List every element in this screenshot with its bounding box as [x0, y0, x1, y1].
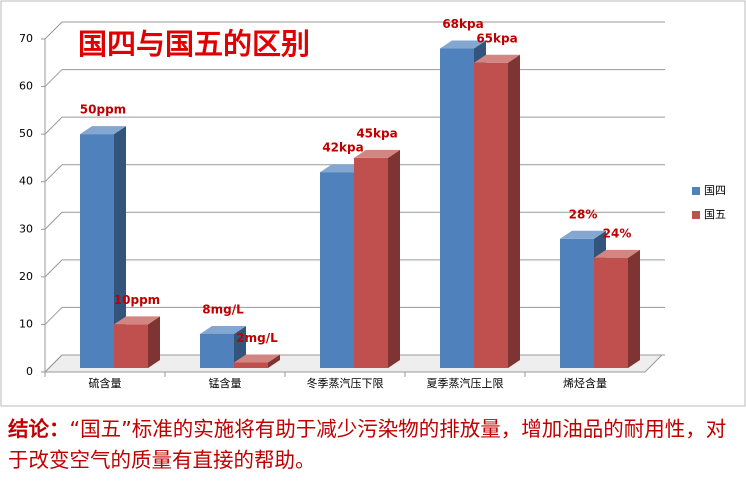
chart-title: 国四与国五的区别	[78, 27, 310, 61]
legend-label: 国四	[704, 184, 726, 197]
value-label: 10ppm	[114, 293, 160, 307]
x-tick-label: 夏季蒸汽压上限	[427, 376, 504, 390]
bar-top	[594, 249, 640, 258]
bar-top	[80, 126, 126, 135]
chart: 国四与国五的区别 0 10 20 30 40 50 60 70 硫含量 50ppm 10ppm 锰含量…	[0, 0, 746, 407]
bar-top	[560, 230, 606, 239]
bar-top	[234, 354, 280, 363]
grid-line-side	[44, 259, 63, 278]
x-tick-label: 烯烃含量	[563, 376, 607, 390]
bar	[440, 48, 474, 369]
value-label: 65kpa	[476, 31, 517, 45]
bar-side	[148, 316, 160, 368]
bar	[80, 134, 114, 368]
value-label: 68kpa	[442, 17, 483, 31]
conclusion-text: “国五”标准的实施将有助于减少污染物的排放量，增加油品的耐用性，对于改变空气的质…	[8, 417, 727, 472]
value-label: 50ppm	[80, 103, 126, 117]
bar	[320, 172, 354, 368]
bar-side	[268, 354, 280, 368]
value-label: 28%	[569, 207, 598, 221]
x-tick-label: 硫含量	[89, 376, 122, 390]
value-label: 24%	[603, 226, 632, 240]
bar-top	[440, 40, 486, 49]
y-tick-label: 0	[26, 365, 33, 378]
grid-line-side	[44, 116, 63, 135]
grid-line-side	[44, 21, 63, 40]
x-tick-label: 冬季蒸汽压下限	[307, 376, 384, 390]
bar-side	[628, 249, 640, 368]
legend-swatch	[692, 187, 700, 195]
legend-swatch	[692, 211, 700, 219]
y-tick-label: 40	[19, 175, 33, 188]
legend-label: 国五	[704, 208, 726, 221]
value-label: 45kpa	[356, 126, 397, 140]
bar-side	[114, 126, 126, 369]
grid-line-side	[44, 164, 63, 183]
grid-line-side	[44, 307, 63, 325]
bar	[114, 324, 148, 368]
grid-line-side	[44, 354, 63, 373]
value-label: 8mg/L	[202, 302, 244, 316]
y-tick-label: 10	[19, 317, 33, 330]
bar-top	[474, 54, 520, 63]
y-tick-label: 70	[19, 32, 33, 45]
y-tick-label: 30	[19, 222, 33, 235]
bar	[354, 157, 388, 368]
bar	[474, 62, 508, 369]
y-tick-label: 50	[19, 127, 33, 140]
bar	[594, 257, 628, 368]
conclusion-label: 结论：	[8, 417, 70, 441]
bar-side	[508, 54, 520, 369]
bar-top	[114, 316, 160, 325]
y-tick-label: 20	[19, 270, 33, 283]
value-label: 2mg/L	[236, 331, 278, 345]
bar-side	[388, 149, 400, 368]
conclusion: 结论：“国五”标准的实施将有助于减少污染物的排放量，增加油品的耐用性，对于改变空…	[8, 414, 740, 476]
bar-top	[354, 149, 400, 158]
value-label: 42kpa	[322, 141, 363, 155]
y-tick-label: 60	[19, 80, 33, 93]
bar-top	[200, 325, 246, 334]
x-tick-label: 锰含量	[209, 376, 242, 390]
bar	[200, 333, 234, 368]
bar	[560, 238, 594, 368]
bar	[234, 362, 268, 368]
grid-line-side	[44, 211, 63, 230]
grid-line-side	[44, 69, 63, 87]
